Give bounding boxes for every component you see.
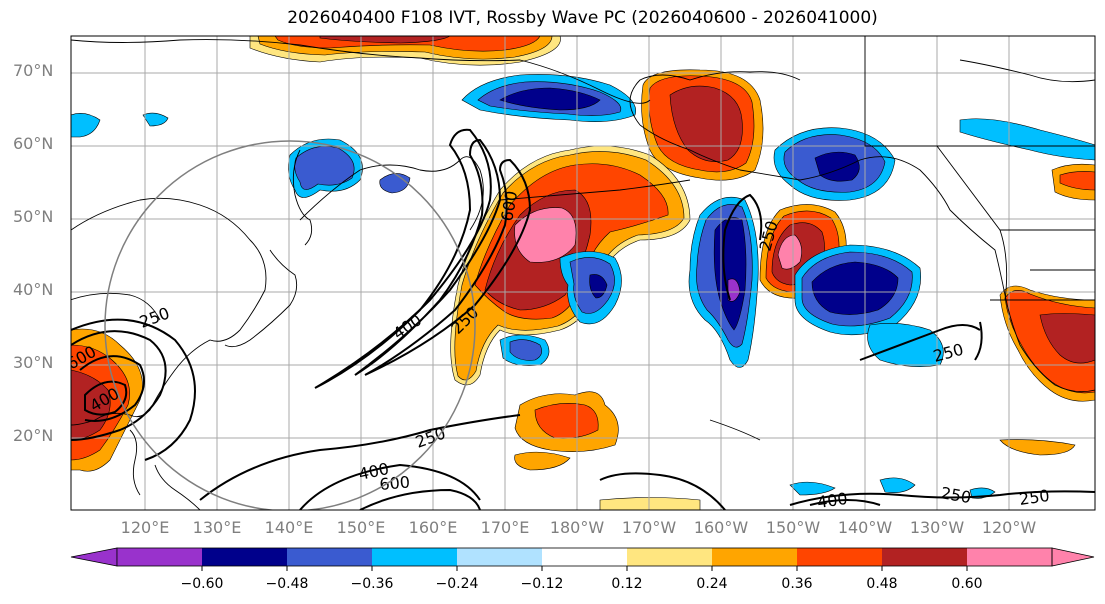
map-title: 2026040400 F108 IVT, Rossby Wave PC (202… xyxy=(287,8,878,28)
colorbar-swatch xyxy=(117,548,202,566)
colorbar-tick-label: −0.36 xyxy=(350,576,394,592)
lat-label-70n: 70°N xyxy=(13,61,54,80)
lat-label-30n: 30°N xyxy=(13,353,54,372)
contour-label: 600 xyxy=(379,472,411,494)
map-frame xyxy=(70,35,1096,511)
colorbar-swatch xyxy=(882,548,967,566)
map-area: 600 400 250 600 400 250 250 250 250 250 … xyxy=(71,36,1095,512)
colorbar-swatch xyxy=(287,548,372,566)
negative-anomaly-ne-pacific xyxy=(794,244,944,367)
colorbar xyxy=(70,547,1095,571)
colorbar-tick-label: 0.24 xyxy=(696,576,728,592)
colorbar-extend-low xyxy=(70,547,118,567)
colorbar-swatch xyxy=(627,548,712,566)
colorbar-frame xyxy=(116,547,1053,567)
colorbar-tick-label: −0.60 xyxy=(180,576,224,592)
colorbar-tick-label: −0.48 xyxy=(265,576,309,592)
coastlines xyxy=(71,36,1095,510)
lat-label-60n: 60°N xyxy=(13,134,54,153)
colorbar-swatch xyxy=(372,548,457,566)
lon-label: 140°E xyxy=(264,518,314,537)
positive-anomaly-alaska xyxy=(641,69,764,181)
lat-label-50n: 50°N xyxy=(13,207,54,226)
positive-anomaly-west-coast xyxy=(999,285,1095,402)
colorbar-swatch xyxy=(542,548,627,566)
contour-label: 250 xyxy=(1018,486,1051,509)
lon-label: 140°W xyxy=(837,518,893,537)
colorbar-tick-label: −0.24 xyxy=(435,576,479,592)
lon-label: 180°W xyxy=(549,518,605,537)
lon-label: 170°E xyxy=(480,518,530,537)
lon-label: 160°E xyxy=(408,518,458,537)
positive-anomaly-arctic xyxy=(249,36,561,66)
colorbar-swatch xyxy=(712,548,797,566)
lon-label: 120°E xyxy=(120,518,170,537)
contour-label: 250 xyxy=(1038,477,1070,499)
negative-anomaly-bering xyxy=(499,251,622,366)
ivt-contours xyxy=(71,128,1095,510)
colorbar-swatch xyxy=(967,548,1052,566)
colorbar-tick-label: 0.48 xyxy=(866,576,898,592)
colorbar-swatch xyxy=(457,548,542,566)
lat-label-20n: 20°N xyxy=(13,426,54,445)
ivt-shading xyxy=(71,36,1095,510)
search-radius-circle xyxy=(104,140,476,510)
lon-label: 130°E xyxy=(192,518,242,537)
negative-anomaly-canada xyxy=(71,112,1095,499)
colorbar-tick-label: 0.36 xyxy=(781,576,813,592)
lat-label-40n: 40°N xyxy=(13,280,54,299)
lon-label: 150°E xyxy=(336,518,386,537)
colorbar-extend-high xyxy=(1051,547,1095,567)
contour-label: 250 xyxy=(828,486,861,509)
colorbar-swatch xyxy=(797,548,882,566)
lon-label: 170°W xyxy=(621,518,677,537)
positive-anomaly-tropics xyxy=(514,391,1076,510)
contour-label: 400 xyxy=(816,489,849,512)
positive-anomaly-canada xyxy=(1051,163,1095,201)
negative-anomaly-okhotsk xyxy=(288,138,411,198)
colorbar-swatch xyxy=(202,548,287,566)
colorbar-tick-label: −0.12 xyxy=(520,576,564,592)
lon-label: 120°W xyxy=(981,518,1037,537)
lon-label: 150°W xyxy=(765,518,821,537)
colorbar-tick-label: 0.60 xyxy=(951,576,983,592)
colorbar-tick-label: 0.12 xyxy=(611,576,643,592)
lon-label: 160°W xyxy=(693,518,749,537)
lon-label: 130°W xyxy=(909,518,965,537)
